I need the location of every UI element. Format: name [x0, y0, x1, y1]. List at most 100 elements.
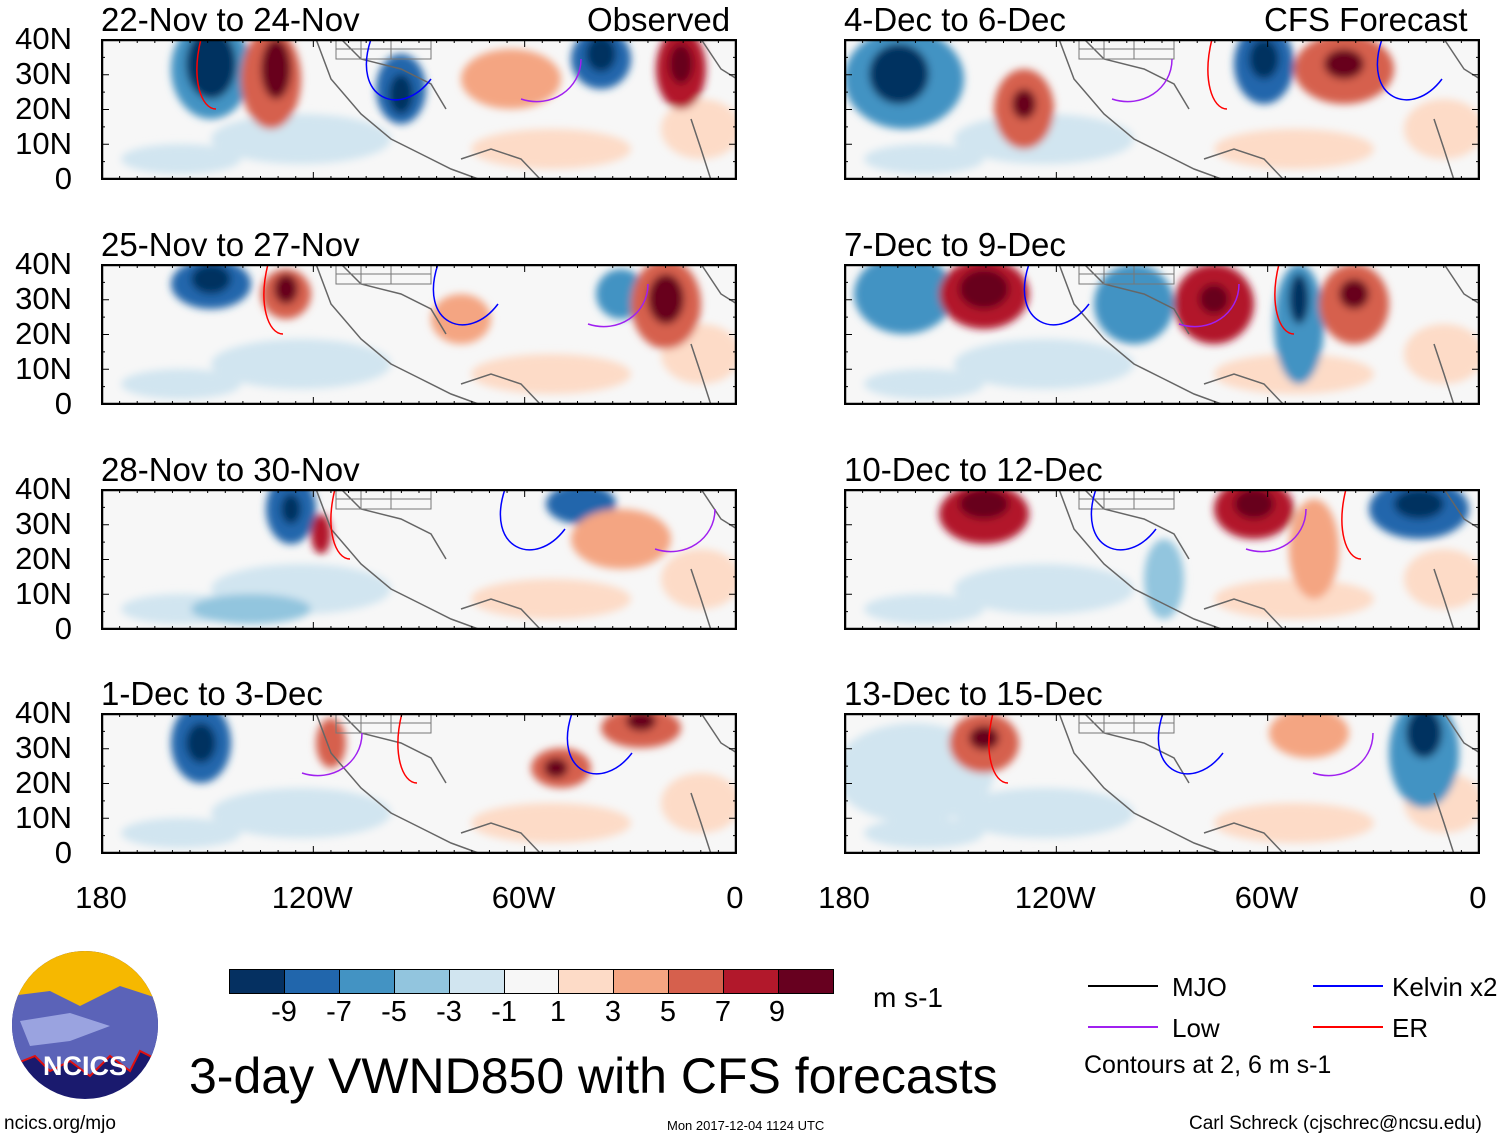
wind-anomaly-shading — [959, 269, 1009, 309]
lat-tick-label: 10N — [8, 353, 72, 384]
colorbar-label: 7 — [715, 996, 731, 1029]
lon-tick-label: 60W — [1235, 880, 1299, 916]
wind-anomaly-shading — [864, 594, 984, 624]
wind-anomaly-shading — [544, 758, 568, 778]
observed-label: Observed — [587, 3, 730, 36]
wind-anomaly-shading — [191, 594, 311, 624]
logo-text: NCICS — [43, 1051, 127, 1081]
colorbar-swatch — [230, 970, 284, 993]
wind-anomaly-shading — [1214, 579, 1374, 619]
wind-anomaly-shading — [1214, 803, 1374, 843]
lat-tick-label: 10N — [8, 578, 72, 609]
contours-note: Contours at 2, 6 m s-1 — [1084, 1051, 1331, 1080]
wind-anomaly-shading — [969, 726, 999, 750]
wind-anomaly-shading — [121, 369, 241, 399]
colorbar-label: -9 — [271, 996, 297, 1029]
wind-anomaly-shading — [1289, 274, 1309, 324]
wind-anomaly-shading — [471, 579, 631, 619]
lat-tick-label: 0 — [8, 388, 72, 419]
timestamp: Mon 2017-12-04 1124 UTC — [667, 1118, 824, 1133]
colorbar-label: 5 — [660, 996, 676, 1029]
panel-title: 7-Dec to 9-Dec — [844, 228, 1066, 261]
lat-tick-label: 20N — [8, 93, 72, 124]
wind-anomaly-shading — [471, 354, 631, 394]
colorbar-swatch — [668, 970, 723, 993]
panel-title: 28-Nov to 30-Nov — [101, 453, 360, 486]
map-panel — [101, 39, 737, 180]
colorbar-label: 1 — [550, 996, 566, 1029]
wind-anomaly-shading — [648, 274, 684, 324]
lat-tick-label: 10N — [8, 128, 72, 159]
colorbar — [229, 969, 834, 994]
wind-anomaly-shading — [1249, 39, 1279, 79]
panel-title: 13-Dec to 15-Dec — [844, 677, 1103, 710]
lon-tick-label: 180 — [818, 880, 870, 916]
panel-title: 25-Nov to 27-Nov — [101, 228, 360, 261]
wind-anomaly-shading — [1394, 489, 1444, 519]
lon-tick-label: 0 — [1469, 880, 1486, 916]
colorbar-label: -5 — [381, 996, 407, 1029]
credit: Carl Schreck (cjschrec@ncsu.edu) — [1189, 1113, 1482, 1135]
wind-anomaly-shading — [959, 489, 1009, 519]
map-panel — [844, 39, 1480, 180]
panel-title: 10-Dec to 12-Dec — [844, 453, 1103, 486]
lat-tick-label: 30N — [8, 283, 72, 314]
wind-anomaly-shading — [669, 44, 693, 84]
colorbar-swatch — [504, 970, 559, 993]
colorbar-units: m s-1 — [873, 982, 943, 1014]
legend-er-line — [1313, 1026, 1383, 1028]
colorbar-swatch — [613, 970, 668, 993]
wind-anomaly-shading — [261, 39, 291, 99]
lon-tick-label: 60W — [492, 880, 556, 916]
map-panel — [844, 264, 1480, 405]
wind-anomaly-shading — [121, 818, 241, 848]
colorbar-label: -3 — [436, 996, 462, 1029]
lat-tick-label: 40N — [8, 473, 72, 504]
lat-tick-label: 0 — [8, 163, 72, 194]
map-panel — [101, 489, 737, 630]
lon-tick-label: 0 — [726, 880, 743, 916]
map-panel — [844, 713, 1480, 854]
wind-anomaly-shading — [1289, 499, 1339, 599]
lon-tick-label: 180 — [75, 880, 127, 916]
wind-anomaly-shading — [869, 44, 929, 104]
lat-tick-label: 20N — [8, 318, 72, 349]
panel-title: 22-Nov to 24-Nov — [101, 3, 360, 36]
lat-tick-label: 30N — [8, 508, 72, 539]
lat-tick-label: 30N — [8, 732, 72, 763]
wind-anomaly-shading — [1339, 279, 1369, 309]
colorbar-label: 3 — [605, 996, 621, 1029]
colorbar-swatch — [284, 970, 339, 993]
lat-tick-label: 40N — [8, 23, 72, 54]
map-panel — [844, 489, 1480, 630]
lat-tick-label: 10N — [8, 802, 72, 833]
colorbar-swatch — [394, 970, 449, 993]
panel-title: 1-Dec to 3-Dec — [101, 677, 323, 710]
legend-low-line — [1088, 1026, 1158, 1028]
colorbar-swatch — [339, 970, 394, 993]
wind-anomaly-shading — [274, 274, 298, 304]
wind-anomaly-shading — [191, 264, 231, 294]
map-panel — [101, 264, 737, 405]
wind-anomaly-shading — [186, 723, 216, 763]
figure-title: 3-day VWND850 with CFS forecasts — [189, 1047, 998, 1105]
wind-anomaly-shading — [1144, 539, 1184, 619]
lat-tick-label: 0 — [8, 837, 72, 868]
site-link[interactable]: ncics.org/mjo — [4, 1113, 116, 1135]
wind-anomaly-shading — [1324, 49, 1364, 79]
wind-anomaly-shading — [864, 144, 984, 174]
legend-mjo-label: MJO — [1172, 972, 1227, 1003]
wind-anomaly-shading — [1214, 129, 1374, 169]
colorbar-label: -7 — [326, 996, 352, 1029]
colorbar-label: 9 — [769, 996, 785, 1029]
legend-kelvin-label: Kelvin x2 — [1392, 972, 1498, 1003]
lon-tick-label: 120W — [272, 880, 353, 916]
wind-anomaly-shading — [471, 129, 631, 169]
colorbar-label: -1 — [491, 996, 517, 1029]
lat-tick-label: 20N — [8, 543, 72, 574]
wind-anomaly-shading — [1199, 284, 1229, 314]
wind-anomaly-shading — [471, 803, 631, 843]
ncics-logo: NCICS — [10, 951, 160, 1101]
lon-tick-label: 120W — [1015, 880, 1096, 916]
colorbar-swatch — [449, 970, 504, 993]
